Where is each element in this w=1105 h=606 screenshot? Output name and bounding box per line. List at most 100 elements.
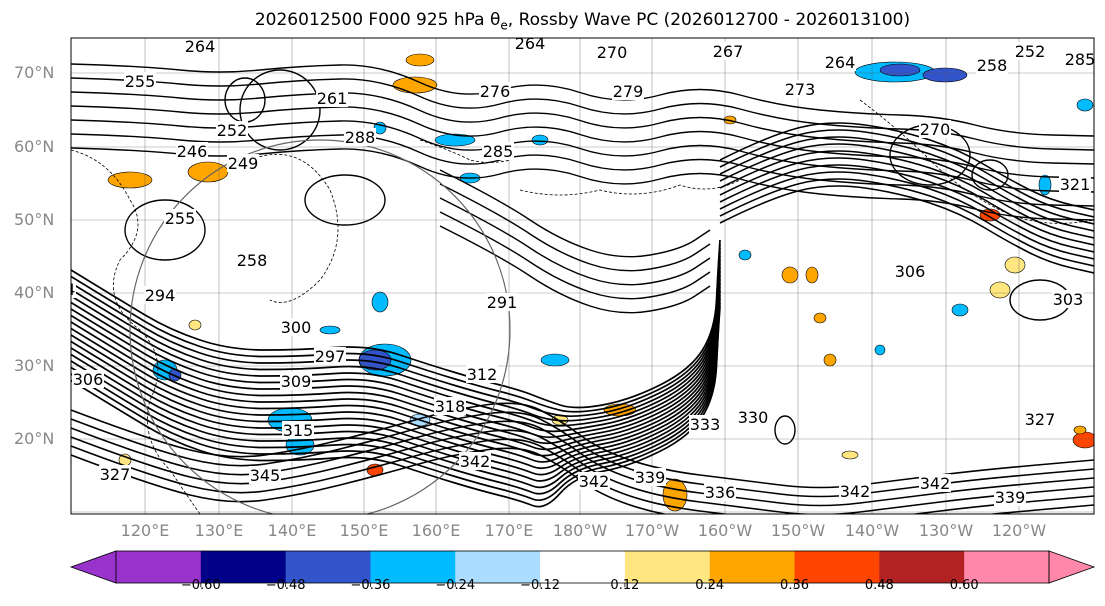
contour-label-bg-42 bbox=[99, 465, 131, 483]
coastline-0 bbox=[71, 149, 201, 514]
lon-label-10: 140°W bbox=[844, 521, 900, 540]
anomaly-blob-40 bbox=[188, 319, 202, 331]
lat-label-2: 50°N bbox=[14, 210, 55, 229]
closed-contour-3 bbox=[971, 159, 1009, 191]
colorbar-tick-label-6: 0.24 bbox=[695, 578, 725, 593]
gridlines bbox=[71, 38, 1094, 514]
jet-contour-9 bbox=[71, 275, 721, 457]
projection-outline bbox=[129, 139, 511, 514]
lat-label-5: 20°N bbox=[14, 429, 55, 448]
anomaly-blob-31 bbox=[1076, 98, 1094, 112]
contour-label-bg-5 bbox=[976, 56, 1008, 74]
contour-label-bg-39 bbox=[1024, 410, 1056, 428]
jet-contour-6 bbox=[71, 263, 721, 439]
contour-label-33: 342 bbox=[460, 452, 491, 471]
contour-label-22: 306 bbox=[895, 262, 926, 281]
contour-label-10: 279 bbox=[613, 82, 644, 101]
title-subscript: e bbox=[500, 18, 508, 33]
jet-contour-11 bbox=[71, 282, 721, 470]
contour-label-31: 333 bbox=[690, 415, 721, 434]
colorbar-tick-label-7: 0.36 bbox=[780, 578, 810, 593]
contour-label-bg-17 bbox=[227, 154, 259, 172]
contour-label-bg-28 bbox=[72, 370, 104, 388]
contour-label-bg-4 bbox=[824, 53, 856, 71]
map-area: 264 264 270 267 264 258 252 255 261 276 279 273 288 2… bbox=[45, 34, 1094, 514]
contour-label-11: 273 bbox=[785, 80, 816, 99]
colorbar-tick-label-4: −0.12 bbox=[520, 578, 560, 593]
lon-label-11: 130°W bbox=[918, 521, 974, 540]
anomaly-blob-24 bbox=[781, 266, 799, 284]
colorbar-tick-label-5: 0.12 bbox=[610, 578, 640, 593]
lon-label-12: 120°W bbox=[991, 521, 1047, 540]
lon-label-0: 120°E bbox=[120, 521, 170, 540]
lon-label-1: 130°E bbox=[194, 521, 244, 540]
closed-contour-4 bbox=[774, 415, 796, 445]
contour-label-bg-27 bbox=[466, 365, 498, 383]
contour-label-6: 252 bbox=[1015, 42, 1046, 61]
anomaly-blob-5 bbox=[434, 133, 476, 147]
contour-label-39: 327 bbox=[1025, 410, 1056, 429]
colorbar-tick-label-2: −0.36 bbox=[350, 578, 391, 593]
anomaly-blob-37 bbox=[841, 450, 859, 460]
coastline-4 bbox=[419, 139, 511, 163]
contour-label-20: 264 bbox=[45, 280, 76, 299]
lon-label-3: 150°E bbox=[339, 521, 389, 540]
contour-label-40: 345 bbox=[250, 466, 281, 485]
contour-label-bg-24 bbox=[280, 318, 312, 336]
contour-label-bg-1 bbox=[514, 38, 546, 52]
contour-label-24: 300 bbox=[281, 318, 312, 337]
trough-contour-2 bbox=[439, 197, 711, 286]
contour-label-30: 318 bbox=[435, 397, 466, 416]
trough-contour-4 bbox=[439, 225, 711, 314]
colorbar-tick-label-0: −0.60 bbox=[180, 578, 221, 593]
contour-label-bg-43 bbox=[1064, 50, 1094, 68]
anomaly-blob-9 bbox=[922, 67, 968, 83]
anomaly-blob-34 bbox=[540, 353, 570, 367]
contour-label-bg-15 bbox=[216, 121, 248, 139]
anomaly-blob-29 bbox=[1004, 256, 1026, 274]
jet-contour-5 bbox=[71, 259, 721, 433]
contour-label-bg-9 bbox=[479, 82, 511, 100]
anomaly-blob-28 bbox=[989, 281, 1011, 299]
contour-label-5: 258 bbox=[977, 56, 1008, 75]
jet-contour-2 bbox=[71, 247, 721, 418]
jet-contour-1 bbox=[71, 243, 721, 413]
contour-label-bg-0 bbox=[184, 38, 216, 55]
map-title: 2026012500 F000 925 hPa θe, Rossby Wave … bbox=[0, 10, 1105, 32]
contour-label-bg-6 bbox=[1014, 42, 1046, 60]
contour-labels: 264 264 270 267 264 258 252 255 261 276 279 273 288 2… bbox=[45, 34, 1094, 507]
contour-label-bg-33 bbox=[459, 452, 491, 470]
contour-label-37: 342 bbox=[920, 474, 951, 493]
contour-label-36: 342 bbox=[840, 482, 871, 501]
north-contour-1 bbox=[71, 77, 1094, 151]
closed-contour-6 bbox=[124, 199, 206, 261]
anomaly-blob-2 bbox=[107, 171, 153, 189]
anomaly-blob-22 bbox=[662, 478, 688, 512]
contour-label-bg-44 bbox=[1052, 290, 1084, 308]
contour-label-bg-14 bbox=[919, 120, 951, 138]
contour-label-12: 288 bbox=[345, 128, 376, 147]
east-contour-6 bbox=[719, 164, 1094, 253]
lon-label-9: 150°W bbox=[770, 521, 826, 540]
contour-label-1: 264 bbox=[515, 34, 546, 53]
contour-label-bg-3 bbox=[712, 42, 744, 60]
contour-label-2: 270 bbox=[597, 43, 628, 62]
anomaly-blob-1 bbox=[392, 76, 438, 94]
anomaly-blob-32 bbox=[1038, 174, 1052, 196]
contour-label-bg-31 bbox=[689, 415, 721, 433]
anomaly-blob-13 bbox=[371, 291, 389, 313]
jet-contour-0 bbox=[71, 239, 721, 409]
coastline-2 bbox=[519, 179, 741, 196]
title-text: 2026012500 F000 925 hPa θ bbox=[254, 10, 501, 30]
contour-label-bg-2 bbox=[596, 43, 628, 61]
contour-label-bg-38 bbox=[994, 488, 1026, 506]
contour-label-44: 303 bbox=[1053, 290, 1084, 309]
jet-contour-7 bbox=[71, 267, 721, 445]
contour-label-bg-29 bbox=[282, 421, 314, 439]
contour-label-bg-12 bbox=[344, 128, 376, 146]
anomaly-blob-30 bbox=[951, 303, 969, 317]
contour-label-bg-20 bbox=[71, 280, 76, 298]
lon-label-8: 160°W bbox=[697, 521, 753, 540]
jet-contour-8 bbox=[71, 271, 721, 451]
